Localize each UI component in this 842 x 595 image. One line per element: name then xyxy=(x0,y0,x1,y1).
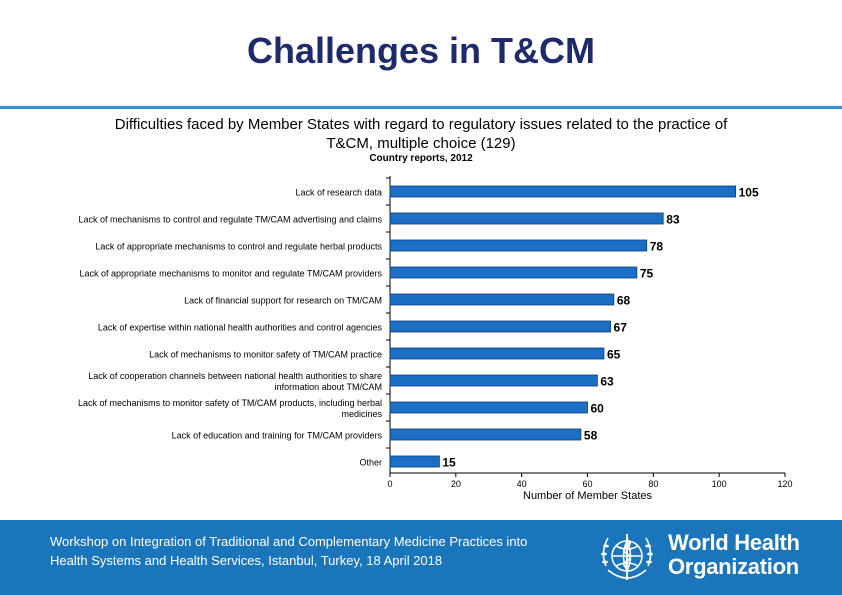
who-emblem-icon xyxy=(601,534,653,580)
x-tick-label: 120 xyxy=(777,479,792,489)
bar-value-label: 68 xyxy=(617,294,631,308)
bar xyxy=(389,347,605,360)
chart-subtitle: Country reports, 2012 xyxy=(369,153,473,164)
x-axis-label: Number of Member States xyxy=(523,490,652,502)
category-label: Lack of cooperation channels between nat… xyxy=(88,371,382,381)
workshop-caption: Workshop on Integration of Traditional a… xyxy=(50,534,528,568)
category-label: Lack of research data xyxy=(295,188,382,198)
bar xyxy=(389,374,598,387)
who-wordmark-line2: Organization xyxy=(668,554,799,579)
bar-value-label: 78 xyxy=(650,240,664,254)
x-tick-label: 80 xyxy=(648,479,658,489)
bar-value-label: 75 xyxy=(640,267,654,281)
bar-value-label: 65 xyxy=(607,348,621,362)
who-wordmark: World Health Organization xyxy=(668,531,800,579)
bar-value-label: 15 xyxy=(442,456,456,470)
x-tick-label: 0 xyxy=(387,479,392,489)
chart-title: Difficulties faced by Member States with… xyxy=(114,116,728,152)
category-label: information about TM/CAM xyxy=(275,382,382,392)
x-tick-label: 60 xyxy=(582,479,592,489)
footer-banner: Workshop on Integration of Traditional a… xyxy=(0,520,842,595)
bar xyxy=(389,320,611,333)
x-tick-label: 20 xyxy=(451,479,461,489)
bar xyxy=(389,185,737,198)
bar xyxy=(389,428,582,441)
bar-value-label: 67 xyxy=(614,321,628,335)
category-label: Lack of financial support for research o… xyxy=(184,296,382,306)
x-tick-label: 40 xyxy=(517,479,527,489)
category-label: Lack of appropriate mechanisms to monito… xyxy=(80,269,383,279)
category-label: Lack of mechanisms to control and regula… xyxy=(79,215,383,225)
bar xyxy=(389,239,648,252)
bar-value-label: 58 xyxy=(584,429,598,443)
bar xyxy=(389,401,588,414)
category-label: Other xyxy=(359,458,382,468)
category-label: Lack of expertise within national health… xyxy=(98,323,383,333)
bar-chart: 105 Lack of research data 83 Lack of mechan… xyxy=(78,176,793,502)
title-divider xyxy=(0,106,842,109)
slide-title: Challenges in T&CM xyxy=(246,30,596,71)
who-wordmark-line1: World Health xyxy=(668,530,800,555)
category-label: Lack of mechanisms to monitor safety of … xyxy=(78,398,382,408)
category-label: medicines xyxy=(341,409,382,419)
bar xyxy=(389,212,664,225)
bar-value-label: 105 xyxy=(739,186,759,200)
bar xyxy=(389,266,638,279)
bar-value-label: 63 xyxy=(600,375,614,389)
x-tick-label: 100 xyxy=(712,479,727,489)
category-label: Lack of education and training for TM/CA… xyxy=(172,431,383,441)
category-label: Lack of appropriate mechanisms to contro… xyxy=(95,242,382,252)
bar xyxy=(389,293,615,306)
category-label: Lack of mechanisms to monitor safety of … xyxy=(149,350,382,360)
bar-value-label: 60 xyxy=(591,402,605,416)
bar-value-label: 83 xyxy=(666,213,680,227)
bar xyxy=(389,455,440,468)
